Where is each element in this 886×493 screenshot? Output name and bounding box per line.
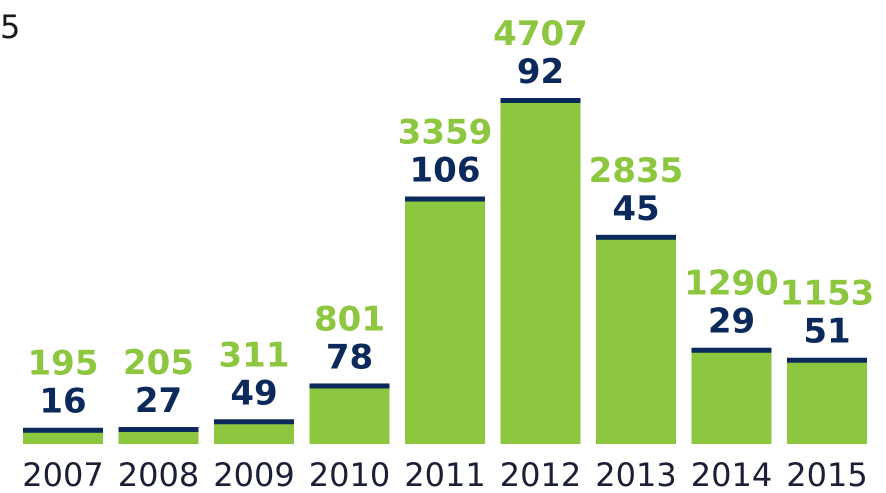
bar-cap-2014 — [691, 347, 772, 353]
value-label-secondary-2008: 27 — [135, 381, 182, 421]
value-label-primary-2014: 1290 — [684, 264, 779, 304]
bar-cap-2012 — [500, 98, 581, 103]
value-label-primary-2009: 311 — [219, 335, 290, 375]
bar-2012 — [500, 100, 581, 444]
value-label-primary-2012: 4707 — [493, 14, 588, 54]
bar-2009 — [214, 421, 294, 444]
value-label-primary-2008: 205 — [123, 343, 194, 383]
value-label-secondary-2015: 51 — [803, 312, 850, 352]
value-label-primary-2010: 801 — [314, 299, 385, 339]
value-label-secondary-2012: 92 — [517, 52, 564, 92]
bar-cap-2011 — [405, 196, 485, 202]
bar-cap-2009 — [214, 419, 294, 425]
value-label-secondary-2011: 106 — [410, 151, 481, 191]
value-label-secondary-2009: 49 — [230, 373, 277, 413]
bar-cap-2007 — [23, 427, 103, 433]
bar-2007 — [23, 429, 103, 444]
x-tick-label-2011: 2011 — [404, 456, 485, 493]
bar-cap-2008 — [118, 427, 199, 433]
value-label-secondary-2007: 16 — [39, 382, 86, 422]
bar-cap-2015 — [787, 357, 867, 363]
bar-2011 — [405, 198, 485, 444]
value-label-primary-2011: 3359 — [398, 113, 493, 153]
x-tick-label-2009: 2009 — [213, 456, 294, 493]
x-tick-label-2013: 2013 — [595, 456, 676, 493]
x-tick-label-2008: 2008 — [118, 456, 199, 493]
bar-2014 — [691, 349, 772, 444]
value-label-secondary-2010: 78 — [326, 337, 373, 377]
bar-2010 — [309, 385, 390, 444]
x-tick-label-2015: 2015 — [786, 456, 867, 493]
x-tick-label-2012: 2012 — [500, 456, 581, 493]
value-label-primary-2015: 1153 — [780, 274, 875, 314]
corner-text-fragment: 5 — [0, 8, 21, 46]
value-label-primary-2007: 195 — [28, 344, 99, 384]
x-tick-label-2010: 2010 — [309, 456, 390, 493]
bar-2013 — [596, 236, 676, 444]
x-tick-label-2014: 2014 — [691, 456, 772, 493]
value-label-primary-2013: 2835 — [589, 151, 684, 191]
bar-2015 — [787, 359, 867, 444]
bar-cap-2010 — [309, 383, 390, 389]
bar-2008 — [118, 429, 199, 444]
x-tick-label-2007: 2007 — [22, 456, 103, 493]
bar-cap-2013 — [596, 234, 676, 240]
value-label-secondary-2014: 29 — [708, 302, 755, 342]
value-label-secondary-2013: 45 — [612, 189, 659, 229]
